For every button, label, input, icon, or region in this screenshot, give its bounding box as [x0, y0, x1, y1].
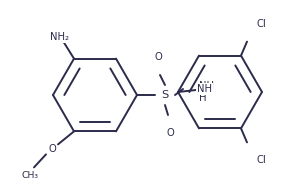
Text: S: S [161, 90, 169, 100]
Text: O: O [48, 144, 56, 154]
Text: O: O [166, 128, 174, 138]
Text: O: O [154, 52, 162, 62]
Text: Cl: Cl [256, 155, 266, 165]
Text: NH₂: NH₂ [50, 32, 69, 42]
Text: NH
H: NH H [199, 81, 214, 103]
Text: Cl: Cl [256, 19, 266, 29]
Text: CH₃: CH₃ [22, 171, 39, 180]
Text: NH: NH [197, 84, 212, 94]
